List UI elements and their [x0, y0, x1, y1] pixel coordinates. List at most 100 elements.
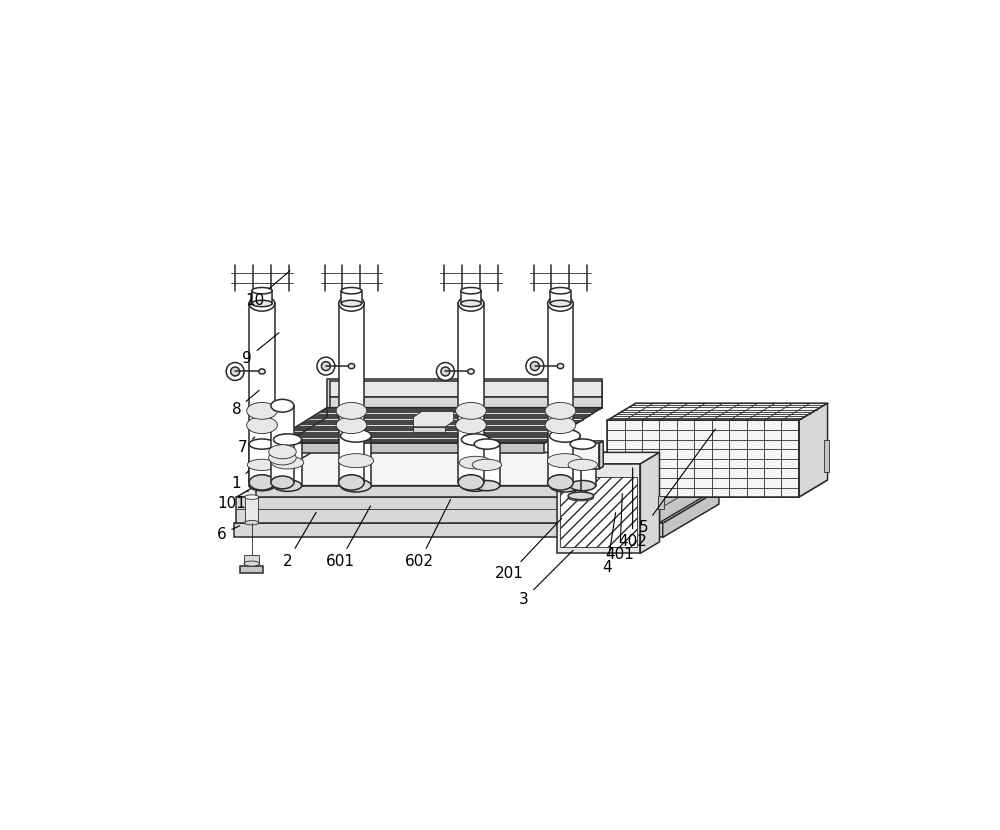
Ellipse shape — [568, 459, 598, 471]
Text: 1: 1 — [232, 471, 249, 491]
Polygon shape — [570, 444, 596, 486]
Ellipse shape — [570, 481, 596, 491]
Text: 401: 401 — [605, 494, 634, 562]
Polygon shape — [271, 406, 294, 482]
Polygon shape — [270, 408, 602, 443]
Polygon shape — [256, 486, 634, 497]
Ellipse shape — [338, 454, 374, 468]
Ellipse shape — [570, 439, 596, 449]
Ellipse shape — [317, 357, 335, 375]
Polygon shape — [256, 452, 690, 486]
Text: 602: 602 — [405, 500, 451, 569]
Text: 201: 201 — [495, 518, 562, 581]
Ellipse shape — [461, 480, 489, 491]
Text: 7: 7 — [238, 437, 255, 456]
Ellipse shape — [341, 287, 362, 294]
Ellipse shape — [545, 403, 576, 419]
Polygon shape — [560, 476, 637, 547]
Ellipse shape — [459, 457, 492, 469]
Ellipse shape — [341, 479, 371, 492]
Ellipse shape — [568, 492, 594, 500]
Ellipse shape — [271, 476, 294, 489]
Ellipse shape — [245, 520, 259, 525]
Polygon shape — [663, 490, 719, 537]
Ellipse shape — [336, 403, 367, 419]
Polygon shape — [249, 444, 275, 486]
Ellipse shape — [474, 481, 500, 491]
Ellipse shape — [226, 363, 244, 380]
Polygon shape — [599, 441, 603, 469]
Polygon shape — [236, 497, 659, 523]
Ellipse shape — [339, 295, 364, 311]
Text: 3: 3 — [519, 550, 573, 607]
Ellipse shape — [472, 459, 502, 471]
Polygon shape — [413, 412, 454, 427]
Ellipse shape — [458, 295, 484, 311]
Ellipse shape — [568, 495, 594, 501]
Ellipse shape — [468, 369, 474, 374]
Ellipse shape — [550, 300, 571, 306]
Ellipse shape — [273, 434, 302, 446]
Polygon shape — [327, 378, 602, 408]
Bar — [244, 554, 259, 564]
Ellipse shape — [249, 439, 275, 449]
Polygon shape — [562, 441, 603, 443]
Polygon shape — [799, 403, 828, 497]
Bar — [824, 440, 829, 471]
Ellipse shape — [545, 417, 576, 433]
Polygon shape — [562, 443, 599, 469]
Ellipse shape — [348, 364, 355, 369]
Polygon shape — [607, 403, 828, 421]
Ellipse shape — [548, 295, 573, 311]
Ellipse shape — [456, 417, 486, 433]
Ellipse shape — [231, 367, 240, 376]
Ellipse shape — [252, 300, 272, 306]
Polygon shape — [550, 436, 580, 486]
Ellipse shape — [461, 300, 481, 306]
Polygon shape — [550, 290, 571, 304]
Ellipse shape — [245, 495, 259, 500]
Ellipse shape — [526, 357, 544, 375]
Polygon shape — [607, 480, 828, 497]
Bar — [240, 566, 263, 573]
Polygon shape — [413, 427, 445, 432]
Ellipse shape — [548, 475, 573, 490]
Ellipse shape — [252, 287, 272, 294]
Ellipse shape — [336, 417, 367, 433]
Text: 4: 4 — [602, 513, 616, 575]
Polygon shape — [474, 444, 500, 486]
Ellipse shape — [341, 300, 362, 306]
Ellipse shape — [249, 475, 275, 490]
Ellipse shape — [321, 362, 330, 370]
Ellipse shape — [550, 429, 580, 442]
Ellipse shape — [461, 287, 481, 294]
Polygon shape — [557, 452, 659, 464]
Text: 2: 2 — [283, 512, 316, 569]
Text: 402: 402 — [618, 468, 647, 549]
Ellipse shape — [271, 457, 304, 469]
Ellipse shape — [441, 367, 450, 376]
Polygon shape — [273, 440, 302, 486]
Polygon shape — [341, 436, 371, 486]
Ellipse shape — [269, 445, 296, 459]
Ellipse shape — [550, 287, 571, 294]
Polygon shape — [458, 304, 484, 482]
Text: 6: 6 — [217, 525, 240, 542]
Ellipse shape — [249, 295, 275, 311]
Polygon shape — [330, 397, 602, 408]
Polygon shape — [557, 464, 640, 554]
Polygon shape — [236, 464, 716, 497]
Ellipse shape — [259, 369, 265, 374]
Polygon shape — [234, 524, 663, 537]
Polygon shape — [270, 443, 544, 453]
Polygon shape — [339, 304, 364, 482]
Polygon shape — [341, 290, 362, 304]
Ellipse shape — [550, 479, 580, 492]
Ellipse shape — [458, 475, 484, 490]
Ellipse shape — [557, 364, 564, 369]
Polygon shape — [659, 464, 716, 523]
Bar — [658, 496, 664, 509]
Ellipse shape — [461, 434, 489, 446]
Ellipse shape — [339, 475, 364, 490]
Ellipse shape — [247, 417, 277, 433]
